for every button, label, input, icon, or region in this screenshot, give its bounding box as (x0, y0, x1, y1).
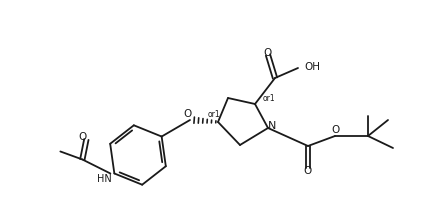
Text: OH: OH (304, 62, 320, 72)
Text: O: O (332, 125, 340, 135)
Text: N: N (268, 121, 276, 131)
Text: O: O (78, 132, 86, 143)
Text: or1: or1 (208, 110, 220, 119)
Text: or1: or1 (263, 94, 275, 103)
Text: O: O (183, 109, 191, 119)
Text: HN: HN (97, 174, 112, 184)
Text: O: O (304, 166, 312, 176)
Text: O: O (264, 48, 272, 58)
